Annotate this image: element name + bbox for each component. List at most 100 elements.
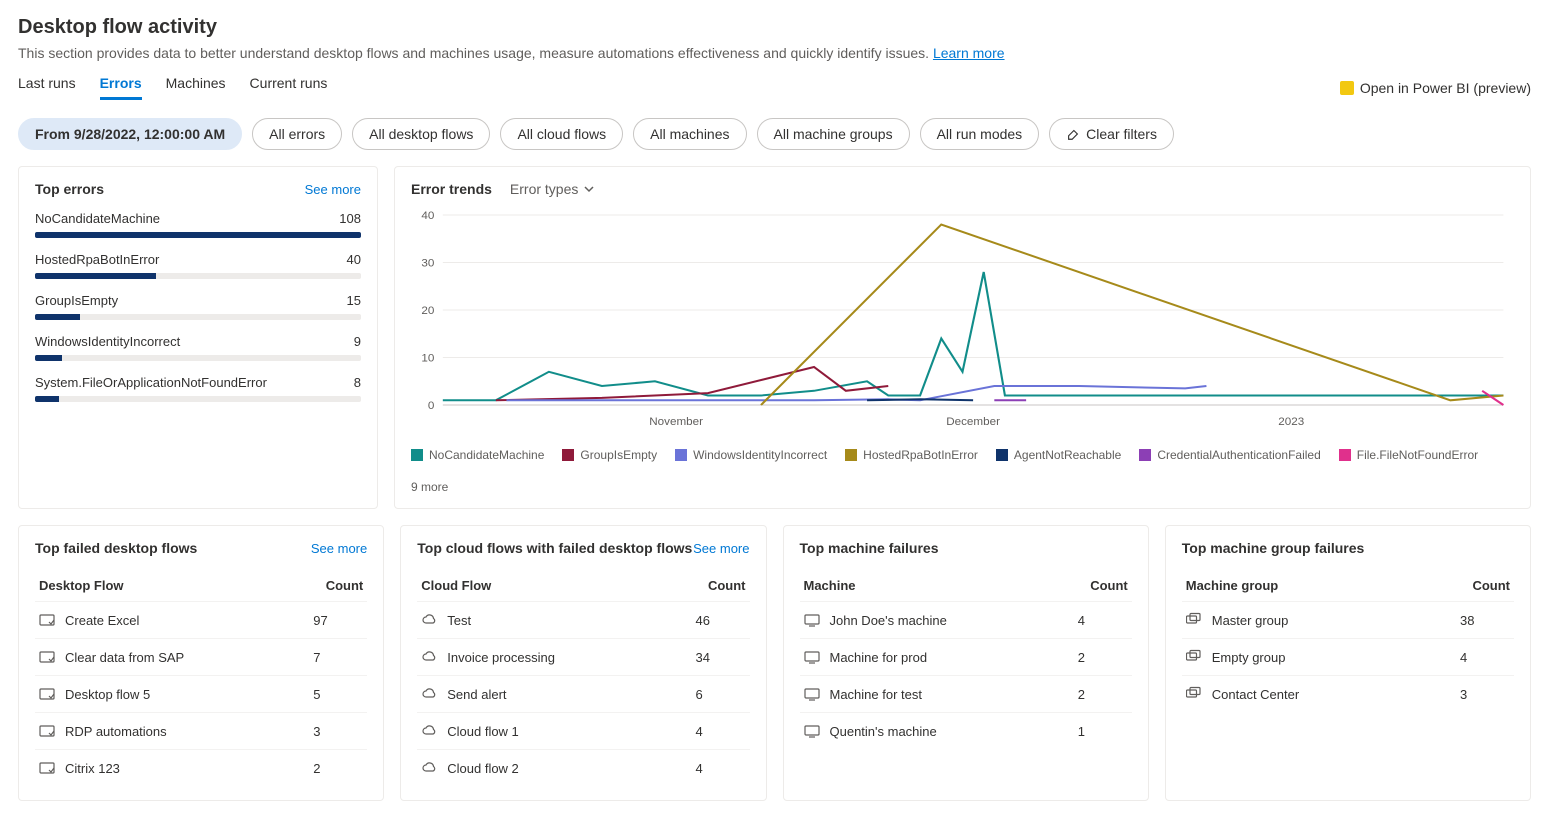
row-name: Invoice processing [447,650,555,665]
cloud-icon [421,649,437,665]
row-name: Cloud flow 1 [447,724,519,739]
cloud-icon [421,760,437,776]
filter-all-desktop-flows[interactable]: All desktop flows [352,118,490,150]
table-row[interactable]: Invoice processing 34 [417,638,749,675]
row-count: 7 [313,650,363,665]
table-row[interactable]: Create Excel 97 [35,601,367,638]
table-row[interactable]: Quentin's machine1 [800,712,1132,749]
filter-all-cloud-flows[interactable]: All cloud flows [500,118,623,150]
filter-all-machines[interactable]: All machines [633,118,746,150]
cloud-icon [421,723,437,739]
table-row[interactable]: Cloud flow 2 4 [417,749,749,786]
see-more-link[interactable]: See more [311,541,367,556]
page-subtitle: This section provides data to better und… [18,45,1531,61]
card-title: Top cloud flows with failed desktop flow… [417,540,692,556]
svg-text:December: December [946,416,1000,428]
table-row[interactable]: Citrix 1232 [35,749,367,786]
table-row[interactable]: Cloud flow 14 [417,712,749,749]
legend-more[interactable]: 9 more [411,480,448,494]
table-row[interactable]: Clear data from SAP 7 [35,638,367,675]
tab-errors[interactable]: Errors [100,75,142,100]
svg-text:0: 0 [428,400,434,412]
tab-last-runs[interactable]: Last runs [18,75,76,100]
tab-machines[interactable]: Machines [166,75,226,100]
row-count: 4 [1078,613,1128,628]
learn-more-link[interactable]: Learn more [933,45,1005,61]
col1-header: Cloud Flow [421,578,491,593]
row-name: Desktop flow 5 [65,687,150,702]
legend-swatch [845,449,857,461]
row-name: Cloud flow 2 [447,761,519,776]
bottom-card: Top machine failuresMachineCountJohn Doe… [783,525,1149,801]
row-name: Create Excel [65,613,139,628]
table-row[interactable]: Master group38 [1182,601,1514,638]
table-row[interactable]: Empty group4 [1182,638,1514,675]
legend-item[interactable]: AgentNotReachable [996,448,1121,462]
filter-all-machine-groups[interactable]: All machine groups [757,118,910,150]
row-count: 34 [696,650,746,665]
table-row[interactable]: Test 46 [417,601,749,638]
error-label: HostedRpaBotInError [35,252,159,267]
legend-label: AgentNotReachable [1014,448,1121,462]
row-count: 1 [1078,724,1128,739]
tab-current-runs[interactable]: Current runs [250,75,328,100]
row-count: 46 [696,613,746,628]
machine-icon [804,723,820,739]
flow-icon [39,760,55,776]
top-errors-title: Top errors [35,181,104,197]
table-row[interactable]: RDP automations 3 [35,712,367,749]
legend-label: File.FileNotFoundError [1357,448,1478,462]
row-count: 97 [313,613,363,628]
machine-icon [804,649,820,665]
legend-label: WindowsIdentityIncorrect [693,448,827,462]
col2-header: Count [1090,578,1128,593]
card-title: Top failed desktop flows [35,540,197,556]
legend-item[interactable]: GroupIsEmpty [562,448,657,462]
row-name: RDP automations [65,724,167,739]
table-row[interactable]: Contact Center3 [1182,675,1514,712]
error-bar-row: WindowsIdentityIncorrect9 [35,334,361,361]
row-name: Clear data from SAP [65,650,184,665]
error-bar-row: NoCandidateMachine108 [35,211,361,238]
flow-icon [39,686,55,702]
eraser-icon [1066,127,1080,141]
filter-all-run-modes[interactable]: All run modes [920,118,1040,150]
legend-swatch [996,449,1008,461]
error-types-label: Error types [510,181,578,197]
error-label: GroupIsEmpty [35,293,118,308]
row-count: 3 [1460,687,1510,702]
legend-item[interactable]: File.FileNotFoundError [1339,448,1478,462]
cloud-icon [421,686,437,702]
error-bar-row: System.FileOrApplicationNotFoundError8 [35,375,361,402]
legend-item[interactable]: HostedRpaBotInError [845,448,978,462]
row-count: 4 [696,761,746,776]
svg-text:20: 20 [421,305,434,317]
row-count: 2 [313,761,363,776]
col1-header: Desktop Flow [39,578,124,593]
date-filter[interactable]: From 9/28/2022, 12:00:00 AM [18,118,242,150]
error-types-dropdown[interactable]: Error types [510,181,594,197]
top-errors-see-more[interactable]: See more [305,182,361,197]
table-row[interactable]: John Doe's machine 4 [800,601,1132,638]
see-more-link[interactable]: See more [693,541,749,556]
table-row[interactable]: Desktop flow 55 [35,675,367,712]
table-row[interactable]: Send alert6 [417,675,749,712]
row-count: 3 [313,724,363,739]
table-row[interactable]: Machine for prod2 [800,638,1132,675]
row-name: Test [447,613,471,628]
legend-item[interactable]: NoCandidateMachine [411,448,544,462]
row-name: Empty group [1212,650,1286,665]
error-value: 9 [354,334,361,349]
clear-filters-button[interactable]: Clear filters [1049,118,1174,150]
legend-label: GroupIsEmpty [580,448,657,462]
subtitle-text: This section provides data to better und… [18,45,929,61]
flow-icon [39,649,55,665]
row-name: John Doe's machine [830,613,947,628]
row-count: 38 [1460,613,1510,628]
filter-all-errors[interactable]: All errors [252,118,342,150]
legend-item[interactable]: CredentialAuthenticationFailed [1139,448,1320,462]
table-row[interactable]: Machine for test2 [800,675,1132,712]
open-in-power-bi[interactable]: Open in Power BI (preview) [1340,80,1531,96]
bottom-card: Top failed desktop flows See more Desktop … [18,525,384,801]
legend-item[interactable]: WindowsIdentityIncorrect [675,448,827,462]
